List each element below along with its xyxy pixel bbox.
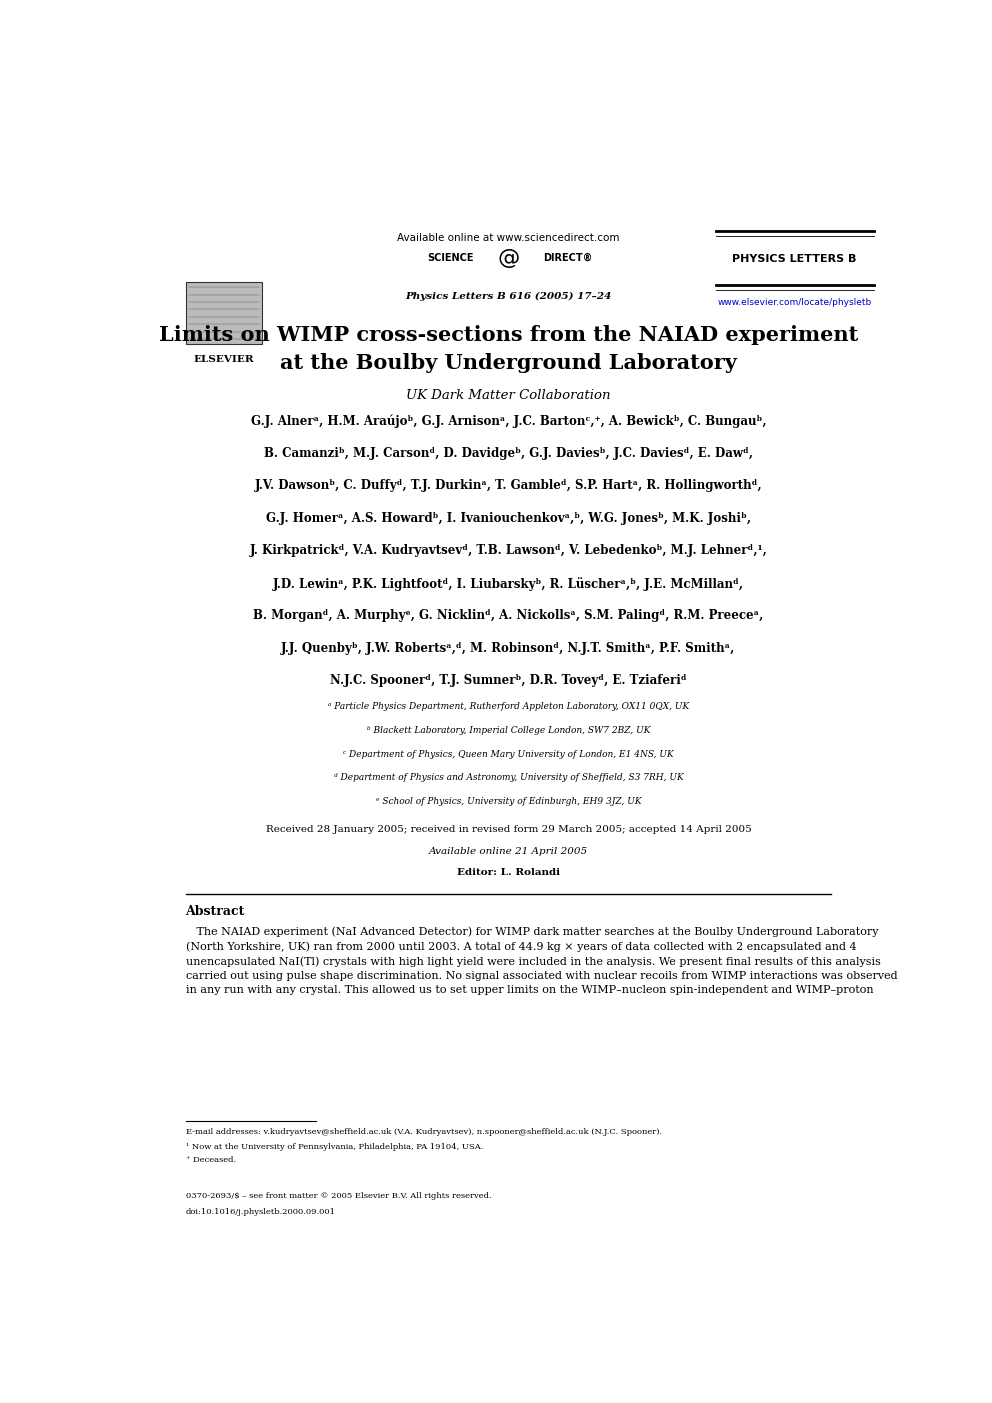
Text: B. Morganᵈ, A. Murphyᵉ, G. Nicklinᵈ, A. Nickollsᵃ, S.M. Palingᵈ, R.M. Preeceᵃ,: B. Morganᵈ, A. Murphyᵉ, G. Nicklinᵈ, A. … — [253, 609, 764, 622]
Text: Editor: L. Rolandi: Editor: L. Rolandi — [457, 868, 559, 877]
Text: Available online 21 April 2005: Available online 21 April 2005 — [429, 847, 588, 856]
Text: J.D. Lewinᵃ, P.K. Lightfootᵈ, I. Liubarskyᵇ, R. Lüscherᵃ,ᵇ, J.E. McMillanᵈ,: J.D. Lewinᵃ, P.K. Lightfootᵈ, I. Liubars… — [273, 577, 744, 591]
Text: J.V. Dawsonᵇ, C. Duffyᵈ, T.J. Durkinᵃ, T. Gambleᵈ, S.P. Hartᵃ, R. Hollingworthᵈ,: J.V. Dawsonᵇ, C. Duffyᵈ, T.J. Durkinᵃ, T… — [255, 480, 762, 492]
Text: The NAIAD experiment (NaI Advanced Detector) for WIMP dark matter searches at th: The NAIAD experiment (NaI Advanced Detec… — [186, 927, 897, 995]
Text: DIRECT®: DIRECT® — [543, 253, 592, 262]
Text: SCIENCE: SCIENCE — [428, 253, 474, 262]
Text: ᵈ Department of Physics and Astronomy, University of Sheffield, S3 7RH, UK: ᵈ Department of Physics and Astronomy, U… — [333, 773, 683, 783]
Text: J. Kirkpatrickᵈ, V.A. Kudryavtsevᵈ, T.B. Lawsonᵈ, V. Lebedenkoᵇ, M.J. Lehnerᵈ,¹,: J. Kirkpatrickᵈ, V.A. Kudryavtsevᵈ, T.B.… — [250, 544, 767, 557]
FancyBboxPatch shape — [186, 282, 262, 345]
Text: PHYSICS LETTERS B: PHYSICS LETTERS B — [732, 254, 856, 264]
Text: ELSEVIER: ELSEVIER — [193, 355, 254, 365]
Text: J.J. Quenbyᵇ, J.W. Robertsᵃ,ᵈ, M. Robinsonᵈ, N.J.T. Smithᵃ, P.F. Smithᵃ,: J.J. Quenbyᵇ, J.W. Robertsᵃ,ᵈ, M. Robins… — [282, 641, 735, 655]
Text: Physics Letters B 616 (2005) 17–24: Physics Letters B 616 (2005) 17–24 — [405, 292, 612, 300]
Text: G.J. Homerᵃ, A.S. Howardᵇ, I. Ivaniouchenkovᵃ,ᵇ, W.G. Jonesᵇ, M.K. Joshiᵇ,: G.J. Homerᵃ, A.S. Howardᵇ, I. Ivaniouche… — [266, 512, 751, 525]
Text: B. Camanziᵇ, M.J. Carsonᵈ, D. Davidgeᵇ, G.J. Daviesᵇ, J.C. Daviesᵈ, E. Dawᵈ,: B. Camanziᵇ, M.J. Carsonᵈ, D. Davidgeᵇ, … — [264, 448, 753, 460]
Text: N.J.C. Spoonerᵈ, T.J. Sumnerᵇ, D.R. Toveyᵈ, E. Tziaferiᵈ: N.J.C. Spoonerᵈ, T.J. Sumnerᵇ, D.R. Tove… — [330, 673, 686, 687]
Text: ¹ Now at the University of Pennsylvania, Philadelphia, PA 19104, USA.: ¹ Now at the University of Pennsylvania,… — [186, 1143, 483, 1150]
Text: E-mail addresses: v.kudryavtsev@sheffield.ac.uk (V.A. Kudryavtsev), n.spooner@sh: E-mail addresses: v.kudryavtsev@sheffiel… — [186, 1128, 662, 1135]
Text: @: @ — [497, 248, 520, 268]
Text: 0370-2693/$ – see front matter © 2005 Elsevier B.V. All rights reserved.: 0370-2693/$ – see front matter © 2005 El… — [186, 1193, 491, 1201]
Text: Abstract: Abstract — [186, 905, 245, 918]
Text: G.J. Alnerᵃ, H.M. Araújoᵇ, G.J. Arnisonᵃ, J.C. Bartonᶜ,⁺, A. Bewickᵇ, C. Bungauᵇ: G.J. Alnerᵃ, H.M. Araújoᵇ, G.J. Arnisonᵃ… — [251, 415, 766, 428]
Text: ᵃ Particle Physics Department, Rutherford Appleton Laboratory, OX11 0QX, UK: ᵃ Particle Physics Department, Rutherfor… — [327, 702, 689, 711]
Text: Received 28 January 2005; received in revised form 29 March 2005; accepted 14 Ap: Received 28 January 2005; received in re… — [266, 825, 751, 835]
Text: Limits on WIMP cross-sections from the NAIAD experiment
at the Boulby Undergroun: Limits on WIMP cross-sections from the N… — [159, 325, 858, 373]
Text: ᶜ Department of Physics, Queen Mary University of London, E1 4NS, UK: ᶜ Department of Physics, Queen Mary Univ… — [343, 749, 674, 759]
Text: Available online at www.sciencedirect.com: Available online at www.sciencedirect.co… — [397, 233, 620, 243]
Text: ⁺ Deceased.: ⁺ Deceased. — [186, 1156, 236, 1163]
Text: ᵉ School of Physics, University of Edinburgh, EH9 3JZ, UK: ᵉ School of Physics, University of Edinb… — [376, 797, 641, 807]
Text: ᵇ Blackett Laboratory, Imperial College London, SW7 2BZ, UK: ᵇ Blackett Laboratory, Imperial College … — [367, 725, 650, 735]
Text: doi:10.1016/j.physletb.2000.09.001: doi:10.1016/j.physletb.2000.09.001 — [186, 1208, 335, 1215]
Text: UK Dark Matter Collaboration: UK Dark Matter Collaboration — [406, 389, 611, 401]
Text: www.elsevier.com/locate/physletb: www.elsevier.com/locate/physletb — [717, 297, 872, 307]
